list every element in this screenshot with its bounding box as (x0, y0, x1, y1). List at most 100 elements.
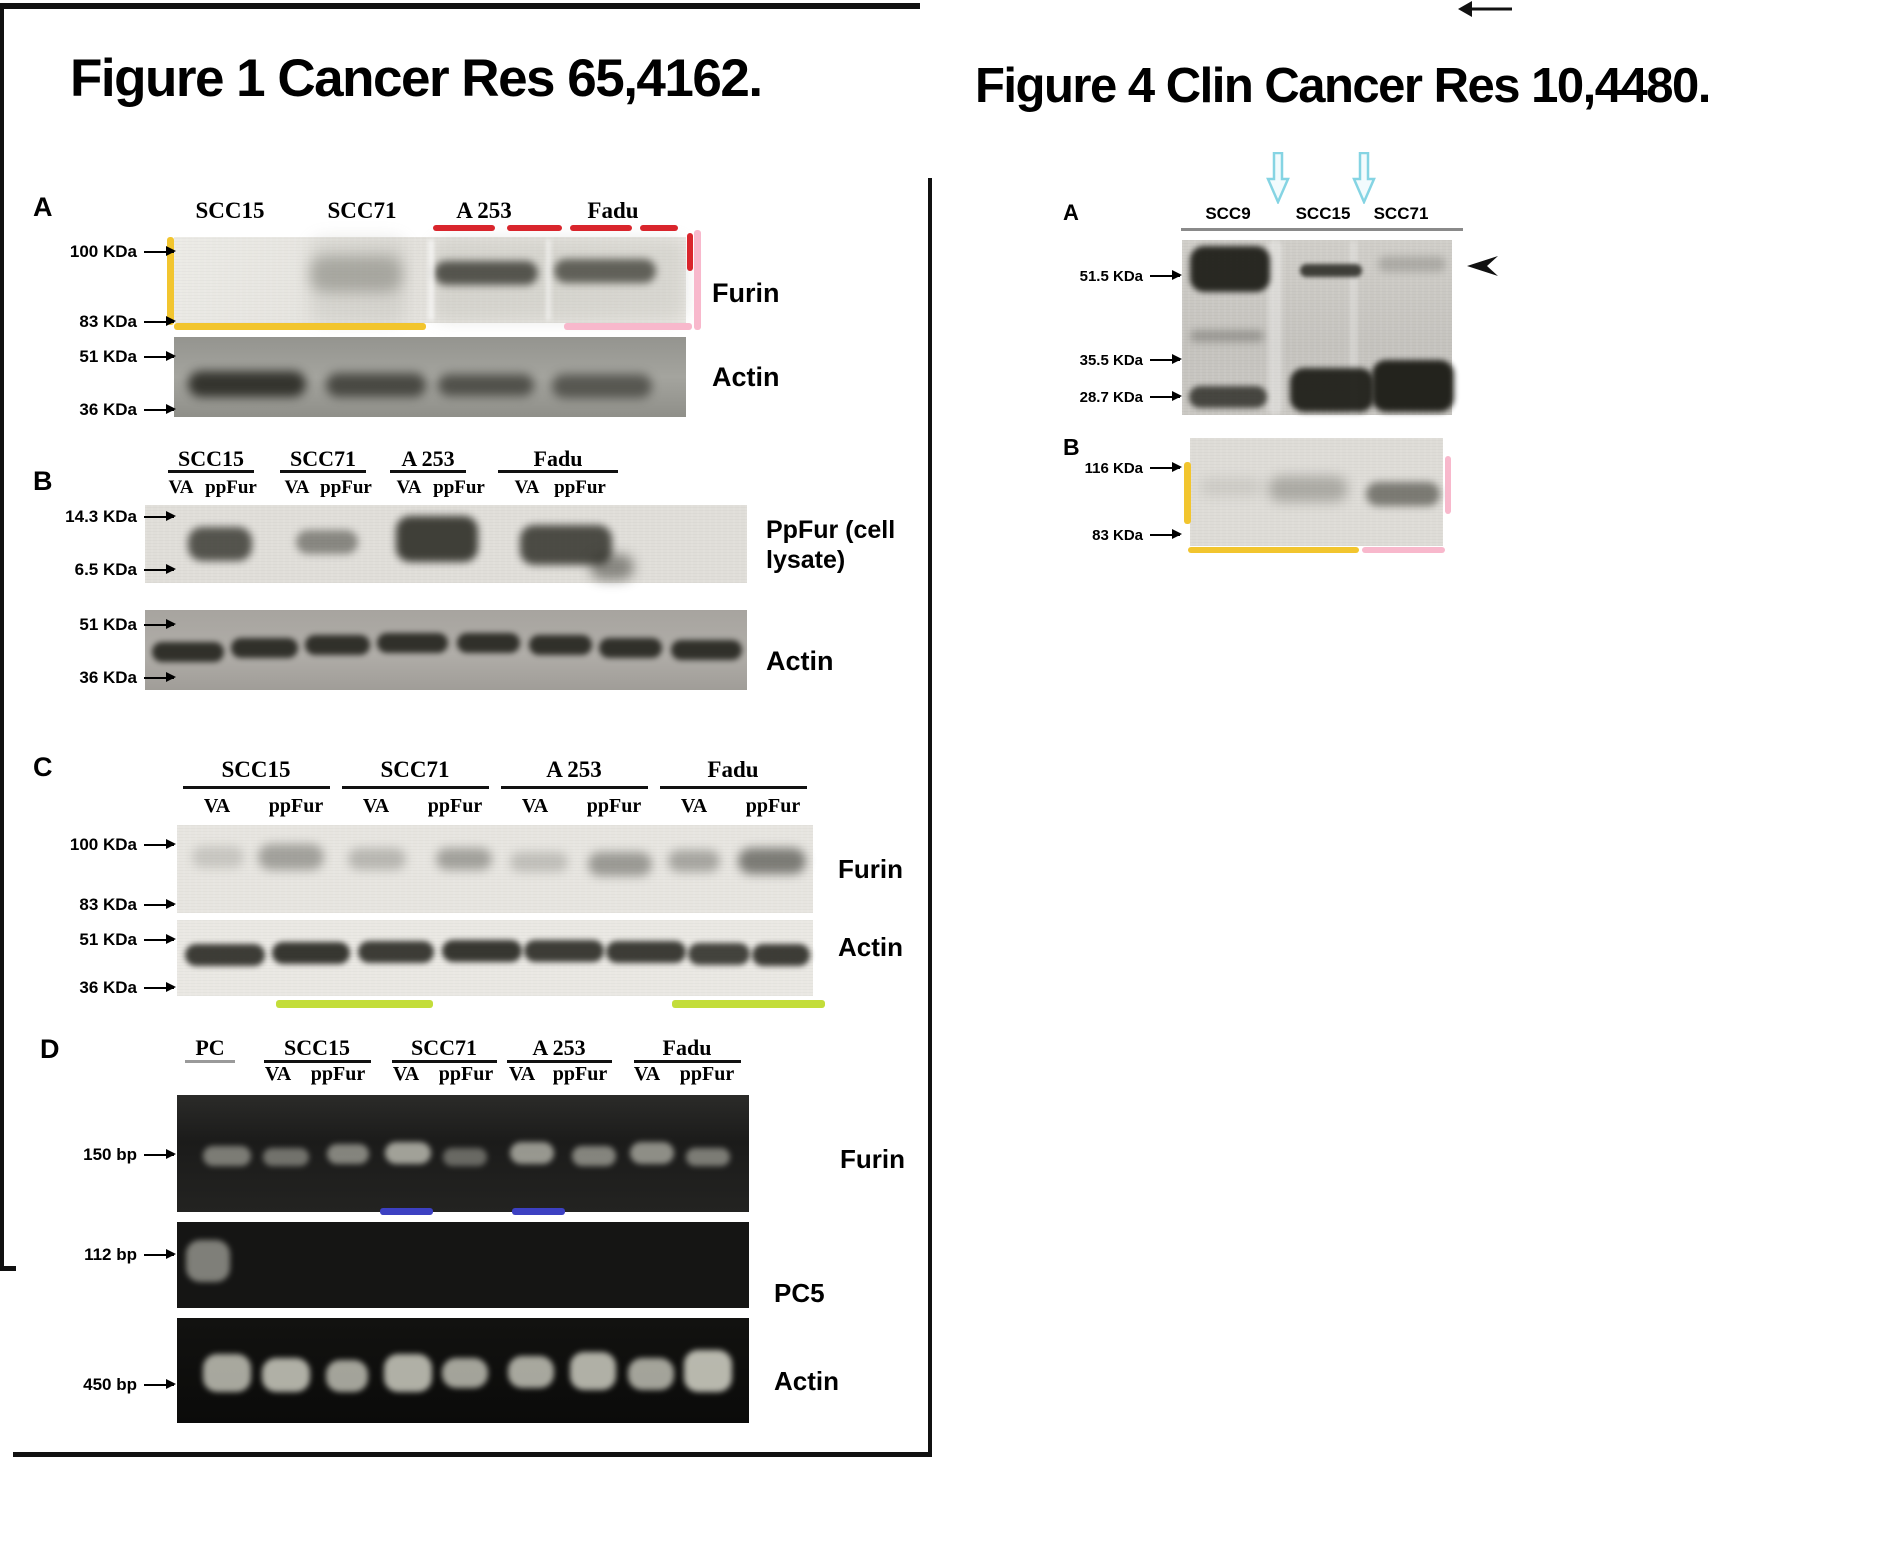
protein-band (572, 1146, 616, 1166)
color-annotation-bar (1445, 456, 1451, 514)
protein-band (1268, 476, 1348, 502)
label-underline (507, 1060, 612, 1063)
right-arrow-icon (1150, 392, 1182, 401)
protein-band (310, 256, 402, 292)
color-annotation-bar (167, 237, 174, 325)
protein-band (1189, 386, 1267, 408)
lane-label: PC (195, 1035, 225, 1060)
protein-band (258, 844, 324, 870)
right-arrow-icon (144, 405, 176, 414)
blot-target-label: Furin (840, 1144, 905, 1174)
marker-label: 51 KDa (79, 615, 137, 634)
lane-label: ppFur (552, 1063, 608, 1085)
protein-band (326, 373, 426, 397)
lane-label: SCC15 (221, 757, 291, 782)
marker-label: 36 KDa (79, 668, 137, 687)
molecular-weight-marker: 6.5 KDa (28, 560, 176, 579)
protein-band (628, 1358, 674, 1390)
protein-band (443, 1148, 487, 1166)
protein-band (434, 261, 538, 285)
protein-band (599, 638, 662, 658)
protein-band (1366, 482, 1440, 506)
panel-letter: B (1063, 434, 1080, 460)
marker-label: 51.5 KDa (1079, 267, 1143, 285)
color-annotation-bar (512, 1208, 565, 1215)
protein-band (668, 850, 720, 872)
right-arrow-icon (144, 247, 176, 256)
molecular-weight-marker: 35.5 KDa (1032, 351, 1182, 369)
molecular-weight-marker: 51.5 KDa (1032, 267, 1182, 285)
right-arrow-icon (144, 1150, 176, 1159)
blot-target-label: Actin (774, 1366, 839, 1396)
protein-band (1350, 240, 1357, 415)
protein-band (262, 1358, 310, 1392)
label-underline (634, 1060, 741, 1063)
molecular-weight-marker: 100 KDa (28, 835, 176, 854)
protein-band (231, 638, 298, 658)
protein-band (188, 527, 252, 561)
protein-band (606, 941, 686, 963)
color-annotation-bar (694, 230, 701, 330)
protein-band (192, 846, 244, 868)
protein-band (1190, 246, 1270, 292)
lane-label: ppFur (554, 477, 606, 498)
marker-label: 28.7 KDa (1079, 388, 1143, 406)
marker-label: 36 KDa (79, 400, 137, 419)
panel-letter: C (33, 752, 53, 782)
lane-label: SCC71 (380, 757, 450, 782)
label-underline (498, 470, 618, 473)
lane-label: ppFur (586, 795, 642, 817)
panel-letter: D (40, 1034, 60, 1064)
blot-target-label: PC5 (774, 1278, 825, 1308)
lane-label: SCC71 (327, 198, 397, 223)
label-underline (501, 786, 648, 789)
protein-band (385, 1142, 431, 1164)
lane-label: VA (264, 1063, 292, 1085)
panelC-furin-blot (177, 825, 813, 913)
protein-band (263, 1148, 309, 1166)
right-arrow-icon (1150, 271, 1182, 280)
lane-label: Fadu (662, 1035, 712, 1060)
color-annotation-bar (1362, 547, 1445, 553)
lane-label: Fadu (533, 446, 583, 471)
molecular-weight-marker: 36 KDa (28, 668, 176, 687)
protein-band (752, 944, 810, 966)
label-underline (168, 470, 254, 473)
cyan-down-arrow-icon (1352, 152, 1376, 204)
band-pointer-arrowhead-icon (1467, 256, 1498, 276)
lane-label: SCC15 (283, 1035, 351, 1060)
protein-band (590, 554, 634, 580)
figure4-title: Figure 4 Clin Cancer Res 10,4480. (975, 59, 1711, 113)
molecular-weight-marker: 51 KDa (28, 347, 176, 366)
lane-label: ppFur (310, 1063, 366, 1085)
label-underline (390, 470, 466, 473)
marker-label: 51 KDa (79, 930, 137, 949)
marker-label: 14.3 KDa (65, 507, 137, 526)
color-annotation-bar (1188, 547, 1359, 553)
protein-band (272, 942, 350, 964)
protein-band (684, 1350, 732, 1392)
label-underline (280, 470, 366, 473)
protein-band (1300, 264, 1362, 277)
marker-label: 83 KDa (79, 312, 137, 331)
lane-label: Fadu (587, 198, 639, 223)
lane-label: SCC71 (289, 446, 357, 471)
lane-label: ppFur (433, 477, 485, 498)
label-underline (660, 786, 807, 789)
protein-band (442, 940, 522, 962)
color-annotation-bar (687, 233, 693, 271)
band-pointer-arrow-icon (1458, 1, 1512, 17)
molecular-weight-marker: 112 bp (28, 1245, 176, 1264)
figure1-title: Figure 1 Cancer Res 65,4162. (70, 49, 763, 108)
lane-label: ppFur (205, 477, 257, 498)
protein-band (554, 259, 656, 283)
right-arrow-icon (144, 935, 176, 944)
lane-label: SCC71 (410, 1035, 478, 1060)
protein-band (438, 374, 534, 396)
protein-band (442, 1358, 488, 1388)
label-underline (185, 1060, 235, 1063)
right-arrow-icon (144, 983, 176, 992)
protein-band (671, 640, 742, 660)
molecular-weight-marker: 83 KDa (1032, 526, 1182, 544)
panel-letter: A (33, 192, 53, 222)
